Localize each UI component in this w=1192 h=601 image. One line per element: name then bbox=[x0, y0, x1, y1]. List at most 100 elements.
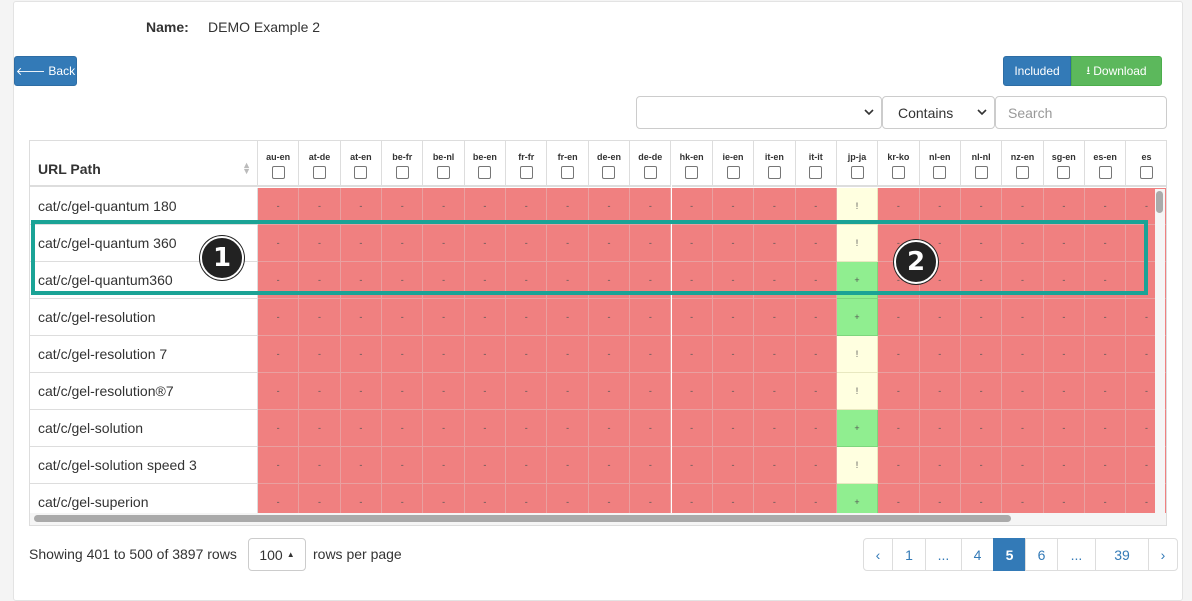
table-cell: - bbox=[919, 410, 961, 447]
vertical-scroll-thumb[interactable] bbox=[1156, 191, 1163, 213]
page-link[interactable]: › bbox=[1148, 538, 1178, 571]
download-button-label: Download bbox=[1093, 64, 1147, 78]
column-checkbox-de-de[interactable] bbox=[643, 166, 657, 179]
column-header-label: de-en bbox=[596, 152, 621, 162]
column-checkbox-de-en[interactable] bbox=[602, 166, 616, 179]
column-checkbox-nl-nl[interactable] bbox=[974, 166, 988, 179]
column-checkbox-nl-en[interactable] bbox=[933, 166, 947, 179]
column-checkbox-es-en[interactable] bbox=[1098, 166, 1112, 179]
column-checkbox-be-en[interactable] bbox=[478, 166, 492, 179]
column-checkbox-fr-en[interactable] bbox=[561, 166, 575, 179]
search-input[interactable]: Search bbox=[995, 96, 1167, 129]
table-cell: - bbox=[630, 262, 672, 299]
page-link[interactable]: 1 bbox=[892, 538, 926, 571]
table-cell: + bbox=[836, 262, 879, 299]
table-row-path: cat/c/gel-resolution bbox=[30, 299, 258, 336]
column-checkbox-it-en[interactable] bbox=[767, 166, 781, 179]
table-cell: - bbox=[588, 188, 631, 225]
table-cell: - bbox=[1002, 373, 1044, 410]
column-checkbox-at-en[interactable] bbox=[354, 166, 368, 179]
table-cell: - bbox=[712, 373, 755, 410]
table-cell: - bbox=[919, 373, 961, 410]
name-label: Name: bbox=[146, 19, 189, 35]
page-link[interactable]: ... bbox=[925, 538, 962, 571]
column-header-label: nl-nl bbox=[971, 152, 991, 162]
table-cell: - bbox=[1043, 225, 1085, 262]
column-checkbox-be-fr[interactable] bbox=[395, 166, 409, 179]
table-cell: - bbox=[630, 410, 672, 447]
page-link[interactable]: 5 bbox=[993, 538, 1026, 571]
column-checkbox-be-nl[interactable] bbox=[437, 166, 451, 179]
table-cell: - bbox=[588, 225, 631, 262]
column-header-it-it: it-it bbox=[795, 141, 837, 187]
table-cell: - bbox=[878, 188, 920, 225]
operator-select[interactable]: Contains bbox=[882, 96, 995, 129]
column-header-fr-en: fr-en bbox=[547, 141, 589, 187]
table-cell: ! bbox=[836, 188, 879, 225]
column-checkbox-at-de[interactable] bbox=[313, 166, 327, 179]
page-link[interactable]: ‹ bbox=[863, 538, 893, 571]
table-cell: - bbox=[754, 336, 796, 373]
table-cell: - bbox=[1002, 336, 1044, 373]
column-checkbox-es[interactable] bbox=[1140, 166, 1154, 179]
column-checkbox-jp-ja[interactable] bbox=[850, 166, 864, 179]
table-cell: - bbox=[547, 447, 589, 484]
back-button[interactable]: 🡐 Back bbox=[14, 56, 77, 86]
column-header-label: hk-en bbox=[679, 152, 704, 162]
search-placeholder: Search bbox=[1008, 104, 1053, 121]
download-button[interactable]: ⭳ Download bbox=[1071, 56, 1162, 86]
column-header-label: nz-en bbox=[1010, 152, 1035, 162]
table-cell: - bbox=[299, 225, 341, 262]
column-header-label: kr-ko bbox=[887, 152, 910, 162]
column-select[interactable] bbox=[636, 96, 882, 129]
included-button[interactable]: Included bbox=[1003, 56, 1071, 86]
table-cell: - bbox=[340, 447, 383, 484]
horizontal-scroll-thumb[interactable] bbox=[34, 515, 1011, 522]
column-checkbox-fr-fr[interactable] bbox=[519, 166, 533, 179]
results-table: URL Path ▲ ▼ au-en at-de at-en be-fr be-nl be-… bbox=[29, 140, 1167, 526]
included-button-label: Included bbox=[1014, 64, 1060, 78]
url-path-header[interactable]: URL Path ▲ ▼ bbox=[30, 141, 258, 187]
page-size-dropdown[interactable]: 100 ▲ bbox=[248, 538, 306, 571]
showing-rows-text: Showing 401 to 500 of 3897 rows bbox=[29, 546, 237, 562]
column-checkbox-nz-en[interactable] bbox=[1015, 166, 1029, 179]
column-checkbox-kr-ko[interactable] bbox=[891, 166, 905, 179]
table-cell: - bbox=[464, 447, 507, 484]
page-link[interactable]: 39 bbox=[1095, 538, 1149, 571]
column-header-label: ie-en bbox=[722, 152, 744, 162]
column-checkbox-au-en[interactable] bbox=[271, 166, 285, 179]
column-header-it-en: it-en bbox=[754, 141, 796, 187]
table-cell: - bbox=[258, 299, 300, 336]
page-link[interactable]: ... bbox=[1057, 538, 1096, 571]
table-cell: - bbox=[1043, 188, 1085, 225]
vertical-scrollbar[interactable] bbox=[1155, 189, 1165, 519]
table-cell: - bbox=[258, 373, 300, 410]
table-cell: - bbox=[960, 410, 1003, 447]
table-cell: - bbox=[630, 447, 672, 484]
table-cell: - bbox=[795, 410, 837, 447]
page-link[interactable]: 4 bbox=[961, 538, 994, 571]
table-cell: - bbox=[547, 299, 589, 336]
table-cell: - bbox=[712, 410, 755, 447]
table-cell: - bbox=[919, 336, 961, 373]
table-cell: - bbox=[382, 225, 424, 262]
column-checkbox-sg-en[interactable] bbox=[1057, 166, 1071, 179]
column-header-de-de: de-de bbox=[630, 141, 672, 187]
table-cell: - bbox=[547, 188, 589, 225]
download-icon: ⭳ bbox=[1086, 64, 1091, 77]
table-cell: - bbox=[464, 188, 507, 225]
column-checkbox-ie-en[interactable] bbox=[726, 166, 740, 179]
column-header-label: it-en bbox=[764, 152, 784, 162]
table-cell: - bbox=[423, 447, 465, 484]
page-link[interactable]: 6 bbox=[1025, 538, 1058, 571]
table-cell: - bbox=[671, 447, 713, 484]
column-header-hk-en: hk-en bbox=[671, 141, 713, 187]
column-header-es-en: es-en bbox=[1085, 141, 1127, 187]
table-cell: - bbox=[464, 410, 507, 447]
column-header-label: be-fr bbox=[392, 152, 413, 162]
column-checkbox-hk-en[interactable] bbox=[685, 166, 699, 179]
column-header-label: be-en bbox=[472, 152, 497, 162]
arrow-left-icon: 🡐 bbox=[15, 66, 46, 78]
column-checkbox-it-it[interactable] bbox=[809, 166, 823, 179]
table-cell: - bbox=[754, 188, 796, 225]
